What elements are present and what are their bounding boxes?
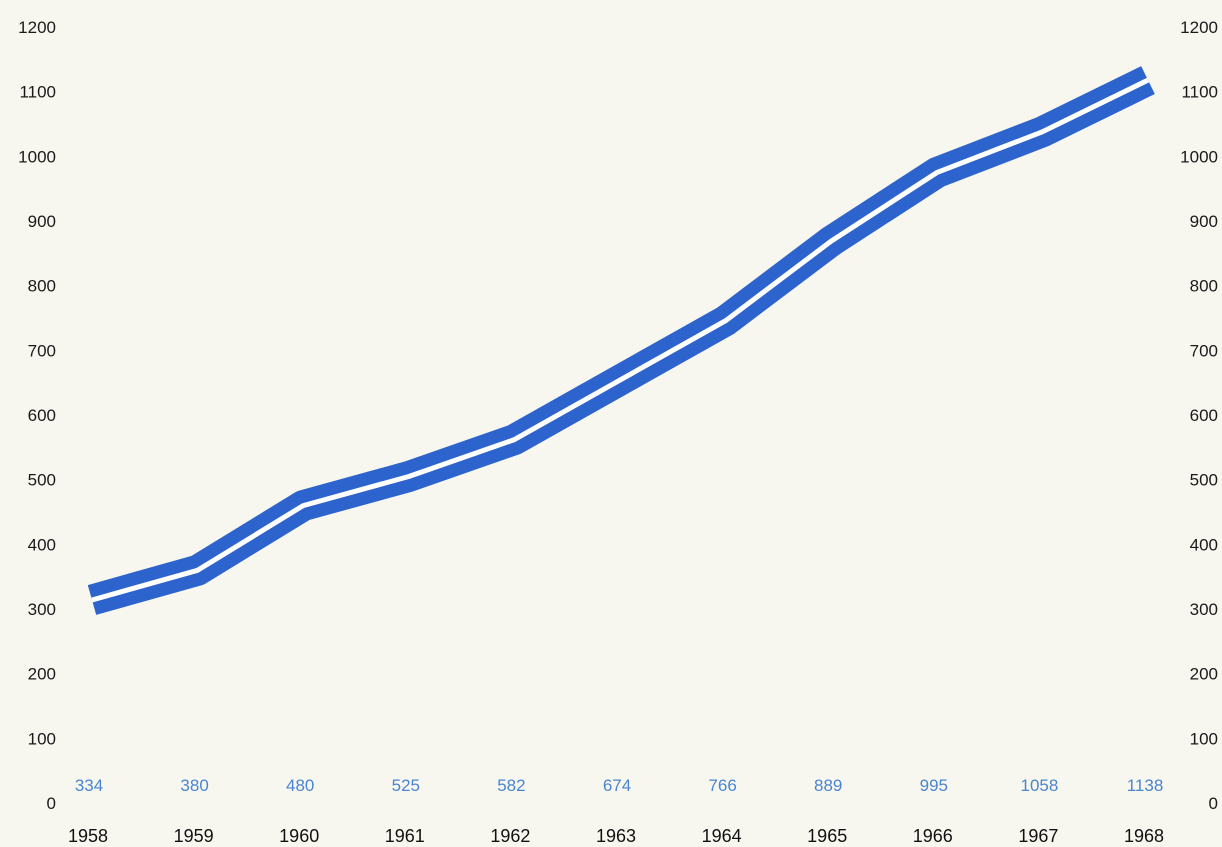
y-tick-label-left: 1000 bbox=[18, 147, 56, 166]
data-value-label: 480 bbox=[286, 776, 314, 795]
y-tick-label-right: 700 bbox=[1190, 341, 1218, 360]
x-tick-label: 1962 bbox=[490, 826, 530, 846]
y-tick-label-left: 1100 bbox=[19, 83, 56, 102]
data-value-label: 380 bbox=[180, 776, 208, 795]
y-tick-label-left: 700 bbox=[28, 341, 56, 360]
x-tick-label: 1966 bbox=[913, 826, 953, 846]
y-tick-label-right: 400 bbox=[1190, 535, 1218, 554]
series-group bbox=[87, 66, 1155, 615]
data-value-label: 1058 bbox=[1020, 776, 1058, 795]
x-tick-label: 1961 bbox=[385, 826, 425, 846]
y-tick-label-left: 0 bbox=[47, 794, 56, 813]
y-tick-label-left: 100 bbox=[28, 729, 56, 748]
data-value-label: 995 bbox=[920, 776, 948, 795]
x-tick-label: 1968 bbox=[1124, 826, 1164, 846]
data-value-label: 582 bbox=[497, 776, 525, 795]
x-tick-label: 1959 bbox=[174, 826, 214, 846]
data-value-label: 889 bbox=[814, 776, 842, 795]
y-tick-label-right: 600 bbox=[1190, 406, 1218, 425]
data-value-label: 766 bbox=[708, 776, 736, 795]
x-tick-label: 1960 bbox=[279, 826, 319, 846]
y-tick-label-left: 500 bbox=[28, 471, 56, 490]
y-axis-left: 0 100 200 300 400 500 600 700 800 900 1000 1100 1200 bbox=[18, 18, 56, 813]
y-tick-label-right: 300 bbox=[1190, 600, 1218, 619]
y-tick-label-right: 1200 bbox=[1180, 18, 1218, 37]
x-tick-label: 1964 bbox=[702, 826, 742, 846]
x-axis: 1958 1959 1960 1961 1962 1963 1964 1965 1966 1967… bbox=[68, 826, 1164, 846]
y-tick-label-left: 1200 bbox=[18, 18, 56, 37]
data-value-label: 1138 bbox=[1127, 776, 1164, 795]
y-tick-label-right: 900 bbox=[1190, 212, 1218, 231]
y-tick-label-left: 400 bbox=[28, 535, 56, 554]
x-tick-label: 1963 bbox=[596, 826, 636, 846]
y-tick-label-right: 100 bbox=[1190, 729, 1218, 748]
y-tick-label-left: 300 bbox=[28, 600, 56, 619]
y-tick-label-right: 0 bbox=[1209, 794, 1218, 813]
y-tick-label-left: 800 bbox=[28, 277, 56, 296]
data-value-label: 674 bbox=[603, 776, 631, 795]
series-line bbox=[87, 66, 1155, 615]
y-tick-label-right: 1000 bbox=[1180, 147, 1218, 166]
data-value-label: 525 bbox=[392, 776, 420, 795]
x-tick-label: 1967 bbox=[1018, 826, 1058, 846]
y-tick-label-left: 900 bbox=[28, 212, 56, 231]
y-axis-right: 0 100 200 300 400 500 600 700 800 900 1000 1100 1200 bbox=[1180, 18, 1218, 813]
x-tick-label: 1958 bbox=[68, 826, 108, 846]
y-tick-label-right: 200 bbox=[1190, 665, 1218, 684]
y-tick-label-left: 600 bbox=[28, 406, 56, 425]
y-tick-label-right: 500 bbox=[1190, 471, 1218, 490]
y-tick-label-left: 200 bbox=[28, 665, 56, 684]
data-value-label: 334 bbox=[75, 776, 103, 795]
y-tick-label-right: 1100 bbox=[1181, 83, 1218, 102]
y-tick-label-right: 800 bbox=[1190, 277, 1218, 296]
series-line-center bbox=[91, 77, 1150, 603]
data-labels: 334 380 480 525 582 674 766 889 995 1058 1138 bbox=[75, 776, 1163, 795]
x-tick-label: 1965 bbox=[807, 826, 847, 846]
